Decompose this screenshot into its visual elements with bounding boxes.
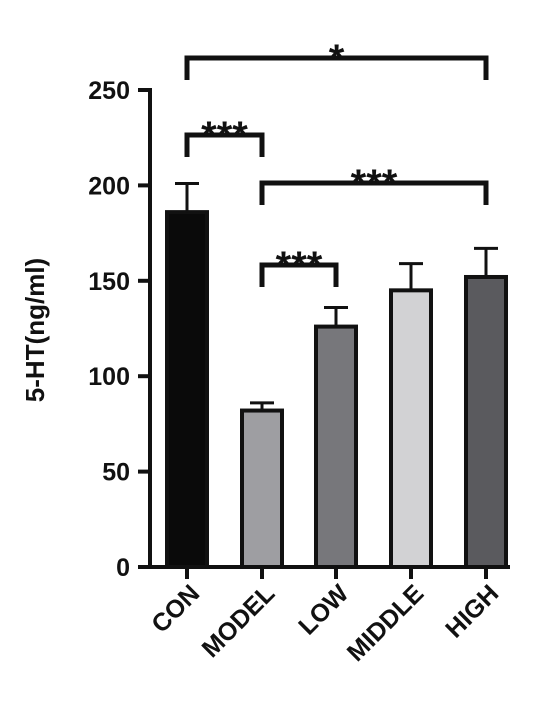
- significance-bracket: [259, 180, 489, 205]
- bar-low: [314, 324, 358, 570]
- error-bars-group: [175, 181, 498, 411]
- y-tick-label: 150: [88, 268, 130, 296]
- x-tick-label: HIGH: [440, 579, 504, 643]
- y-tick-label: 250: [88, 77, 130, 105]
- y-tick-label: 100: [88, 363, 130, 391]
- significance-label: ***: [351, 162, 398, 206]
- x-tick-label: LOW: [293, 579, 354, 640]
- y-axis-title: 5-HT(ng/ml): [20, 258, 50, 402]
- y-tick-label: 50: [102, 459, 130, 487]
- bar-con: [165, 210, 209, 569]
- significance-label: ***: [276, 244, 323, 288]
- significance-brackets: **********: [184, 37, 489, 288]
- significance-bracket: [184, 132, 265, 157]
- x-tick-label: MIDDLE: [342, 579, 430, 667]
- significance-label: ***: [201, 114, 248, 158]
- x-tick-label: MODEL: [197, 579, 281, 663]
- bar-high: [464, 274, 508, 569]
- x-tick-label: CON: [146, 579, 205, 638]
- bar-middle: [389, 288, 433, 569]
- significance-label: *: [329, 37, 345, 81]
- y-tick-label: 0: [116, 554, 130, 582]
- significance-bracket: [184, 55, 489, 80]
- bar-model: [240, 408, 284, 569]
- significance-bracket: [259, 262, 339, 287]
- y-tick-label: 200: [88, 172, 130, 200]
